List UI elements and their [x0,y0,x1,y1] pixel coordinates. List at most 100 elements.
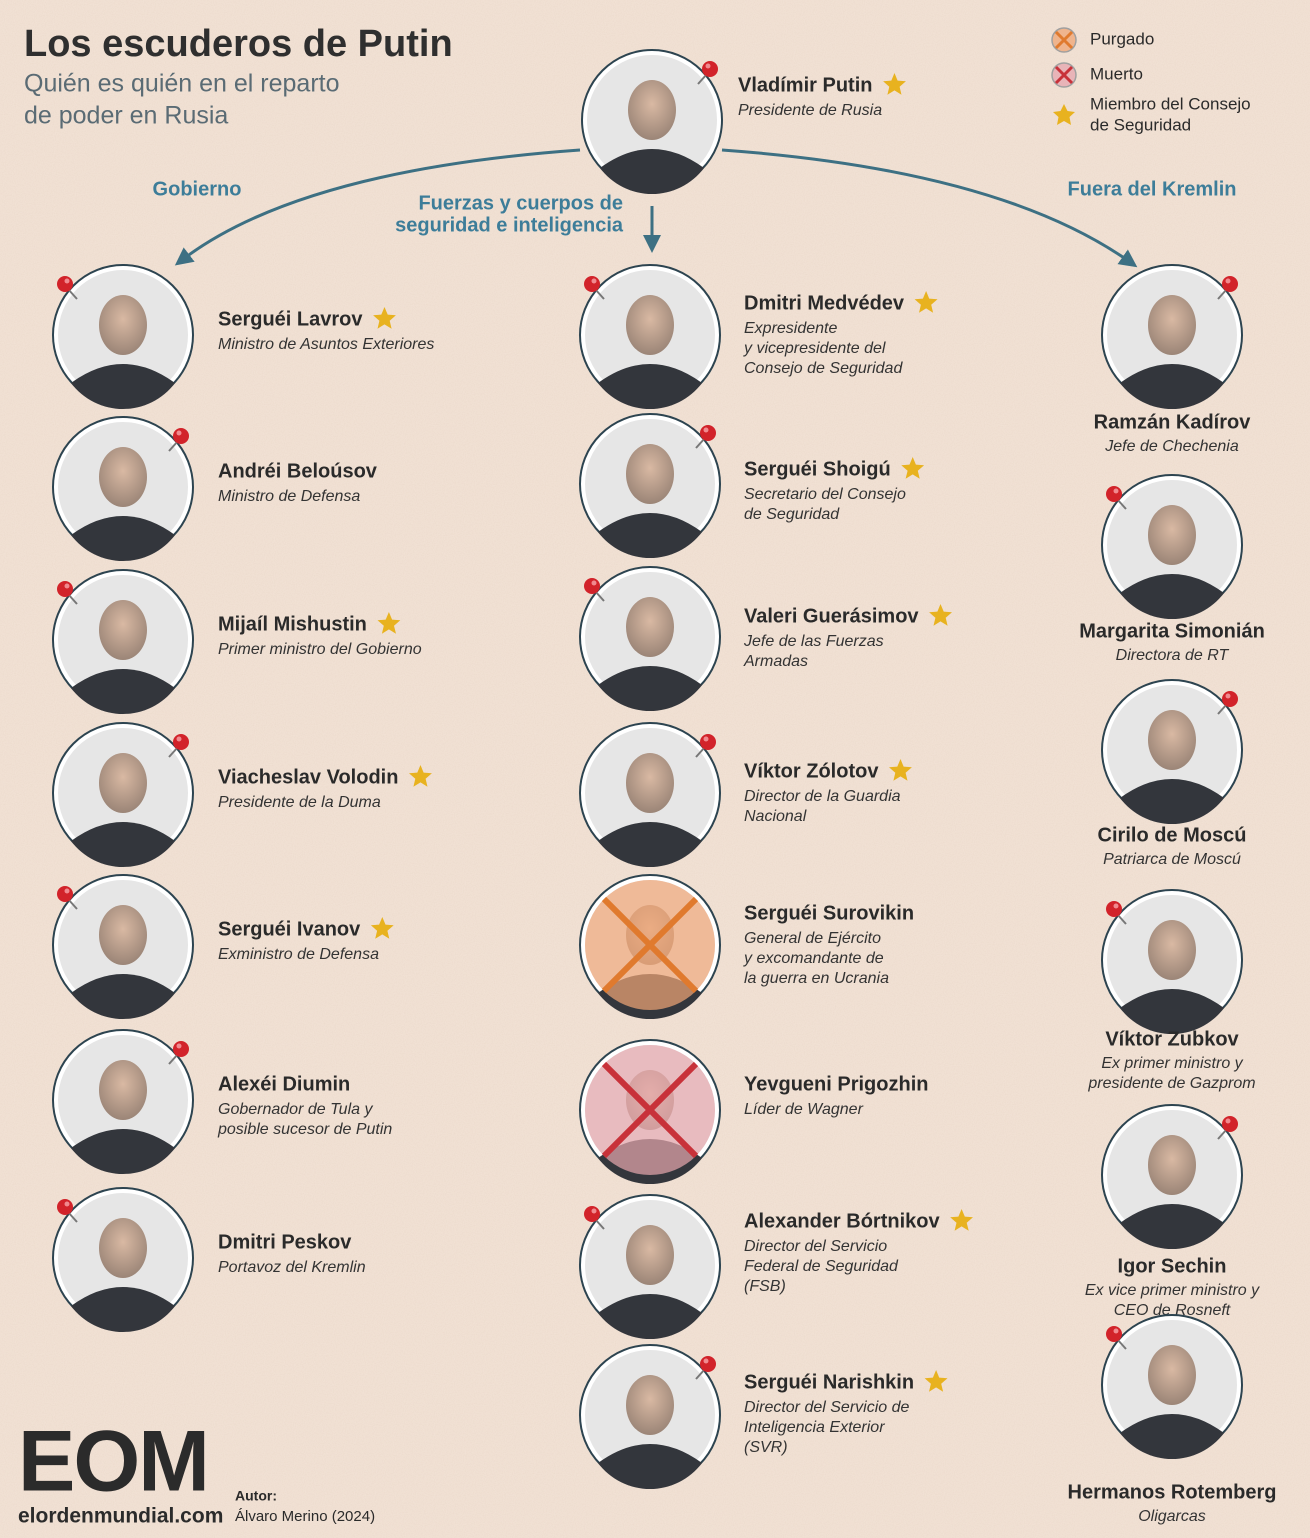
portrait-body [598,666,702,711]
person-name: Dmitri Medvédev [744,292,905,314]
person-name: Mijaíl Mishustin [218,613,367,635]
person-name: Alexander Bórtnikov [744,1210,940,1232]
pin-head [1106,901,1122,917]
person-role: Ex primer ministro y [1101,1055,1243,1072]
pin-head [702,61,718,77]
portrait-face [1148,295,1196,355]
person-name: Serguéi Surovikin [744,902,914,924]
legend-icon [1054,65,1074,85]
portrait-face [626,597,674,657]
portrait-body [1120,989,1224,1034]
portrait-face [99,295,147,355]
portrait-face [99,447,147,507]
person-role: Ministro de Defensa [218,488,360,505]
portrait-face [626,444,674,504]
person-role: Directora de RT [1116,647,1230,664]
person-role: la guerra en Ucrania [744,970,889,987]
author: Álvaro Merino (2024) [235,1508,375,1525]
portrait-face [628,80,676,140]
pin-needle [67,593,78,605]
pin-shine [591,278,597,284]
person-name: Cirilo de Moscú [1098,824,1247,846]
pin-shine [703,1358,709,1364]
status-cross [601,1061,699,1159]
person-role: Consejo de Seguridad [744,360,903,377]
council-star [929,604,952,626]
person-role: y excomandante de [743,950,884,967]
pin-head [173,734,189,750]
pin-head [584,578,600,594]
person-role: Portavoz del Kremlin [218,1259,366,1276]
pin-needle [67,288,78,300]
portrait-body [1120,779,1224,824]
portrait-face [626,753,674,813]
person-role: General de Ejército [744,930,881,947]
pin-head [173,428,189,444]
pin-shine [705,63,711,69]
person-name: Margarita Simonián [1079,620,1265,642]
person-role: Director de la Guardia [744,788,901,805]
portrait-body [598,513,702,558]
portrait-body [600,149,704,195]
portrait-face [99,600,147,660]
portrait-face [626,1375,674,1435]
legend-label: Muerto [1090,64,1143,83]
pin-shine [703,427,709,433]
pin-shine [1225,278,1231,284]
pin-needle [168,746,179,758]
pin-shine [591,1208,597,1214]
portrait-face [626,1225,674,1285]
pin-head [1222,1116,1238,1132]
pin-shine [176,430,182,436]
portrait-body [71,974,175,1019]
person-role: posible sucesor de Putin [217,1121,392,1138]
pin-shine [176,1043,182,1049]
pin-head [57,1199,73,1215]
person-role: Líder de Wagner [744,1101,864,1118]
person-name: Ramzán Kadírov [1094,411,1252,433]
pin-shine [64,583,70,589]
person-name: Dmitri Peskov [218,1231,352,1253]
legend-label: Miembro del Consejo [1090,94,1251,113]
pin-head [173,1041,189,1057]
portrait-body [71,822,175,867]
portrait-body [1120,574,1224,619]
pin-shine [1225,693,1231,699]
person-role: Presidente de la Duma [218,794,381,811]
person-role: Director del Servicio de [744,1399,910,1416]
portrait-body [71,1287,175,1332]
portrait-face [99,1060,147,1120]
pin-shine [1113,488,1119,494]
council-star [901,457,925,479]
portrait-face [1148,920,1196,980]
person-role: Armadas [743,653,808,670]
pin-needle [695,1368,706,1380]
person-role: Gobernador de Tula y [218,1101,373,1118]
legend-label: de Seguridad [1090,115,1191,134]
pin-head [1222,276,1238,292]
logo: EOM [18,1414,208,1510]
author-label: Autor: [235,1488,277,1504]
pin-needle [168,1053,179,1065]
person-role: Jefe de Chechenia [1104,438,1239,455]
person-role: Expresidente [744,320,837,337]
person-role: (SVR) [744,1439,788,1456]
subtitle: Quién es quién en el reparto [24,70,340,98]
portrait-body [598,1294,702,1339]
portrait-body [71,669,175,714]
person-role: Primer ministro del Gobierno [218,641,422,658]
branch-label: seguridad e inteligencia [395,214,624,236]
pin-shine [1113,1328,1119,1334]
pin-head [584,1206,600,1222]
pin-head [1106,1326,1122,1342]
pin-head [700,734,716,750]
legend-label: Purgado [1090,29,1154,48]
person-name: Alexéi Diumin [218,1073,350,1095]
person-role: Federal de Seguridad [744,1258,899,1275]
portrait-face [99,905,147,965]
person-role: Jefe de las Fuerzas [743,633,884,650]
person-role: Presidente de Rusia [738,102,882,119]
portrait-body [71,1129,175,1174]
portrait-face [626,295,674,355]
person-name: Valeri Guerásimov [744,605,919,627]
